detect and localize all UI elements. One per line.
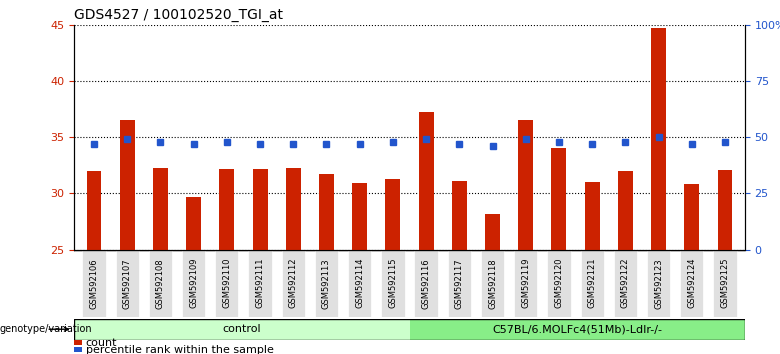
FancyBboxPatch shape — [514, 250, 537, 317]
Text: GSM592108: GSM592108 — [156, 258, 165, 309]
Text: GSM592117: GSM592117 — [455, 258, 464, 309]
Bar — [651, 28, 666, 250]
Bar — [551, 148, 566, 250]
FancyBboxPatch shape — [348, 250, 371, 317]
Bar — [684, 184, 699, 250]
Text: GSM592118: GSM592118 — [488, 258, 497, 309]
FancyBboxPatch shape — [580, 250, 604, 317]
FancyBboxPatch shape — [448, 250, 471, 317]
Text: count: count — [86, 338, 117, 348]
Text: GSM592109: GSM592109 — [189, 258, 198, 308]
Text: GSM592113: GSM592113 — [322, 258, 331, 309]
Text: GSM592114: GSM592114 — [355, 258, 364, 308]
Text: GSM592112: GSM592112 — [289, 258, 298, 308]
Text: GSM592106: GSM592106 — [90, 258, 98, 309]
Text: GSM592122: GSM592122 — [621, 258, 630, 308]
Text: GSM592110: GSM592110 — [222, 258, 232, 308]
Bar — [618, 171, 633, 250]
FancyBboxPatch shape — [381, 250, 405, 317]
Bar — [410, 319, 745, 340]
FancyBboxPatch shape — [215, 250, 239, 317]
Bar — [485, 213, 500, 250]
FancyBboxPatch shape — [315, 250, 338, 317]
Text: GSM592107: GSM592107 — [122, 258, 132, 309]
Bar — [219, 169, 234, 250]
Bar — [285, 167, 301, 250]
FancyBboxPatch shape — [115, 250, 139, 317]
Bar — [120, 120, 135, 250]
Text: GSM592119: GSM592119 — [521, 258, 530, 308]
Text: control: control — [222, 324, 261, 334]
Text: percentile rank within the sample: percentile rank within the sample — [86, 344, 274, 354]
Text: GSM592116: GSM592116 — [422, 258, 431, 309]
FancyBboxPatch shape — [149, 250, 172, 317]
Bar — [452, 181, 466, 250]
FancyBboxPatch shape — [282, 250, 305, 317]
FancyBboxPatch shape — [83, 250, 105, 317]
Bar — [585, 182, 600, 250]
FancyBboxPatch shape — [182, 250, 205, 317]
Text: GSM592121: GSM592121 — [587, 258, 597, 308]
Text: GSM592120: GSM592120 — [555, 258, 563, 308]
Text: C57BL/6.MOLFc4(51Mb)-LdIr-/-: C57BL/6.MOLFc4(51Mb)-LdIr-/- — [492, 324, 662, 334]
FancyBboxPatch shape — [680, 250, 704, 317]
Text: GSM592124: GSM592124 — [687, 258, 697, 308]
FancyBboxPatch shape — [481, 250, 504, 317]
Bar — [87, 171, 101, 250]
FancyBboxPatch shape — [414, 250, 438, 317]
Bar — [385, 179, 400, 250]
Bar — [74, 347, 83, 352]
Text: GDS4527 / 100102520_TGI_at: GDS4527 / 100102520_TGI_at — [74, 8, 283, 22]
Bar — [353, 183, 367, 250]
FancyBboxPatch shape — [647, 250, 670, 317]
FancyBboxPatch shape — [548, 250, 570, 317]
Text: GSM592123: GSM592123 — [654, 258, 663, 309]
FancyBboxPatch shape — [249, 250, 271, 317]
Bar — [186, 197, 201, 250]
Text: GSM592125: GSM592125 — [721, 258, 729, 308]
Bar — [253, 169, 268, 250]
Bar — [74, 340, 83, 346]
FancyBboxPatch shape — [614, 250, 637, 317]
Bar — [74, 319, 410, 340]
Bar — [319, 174, 334, 250]
FancyBboxPatch shape — [714, 250, 736, 317]
Text: GSM592115: GSM592115 — [388, 258, 397, 308]
Text: GSM592111: GSM592111 — [256, 258, 264, 308]
Bar — [419, 113, 434, 250]
Text: genotype/variation: genotype/variation — [0, 324, 93, 334]
Bar — [518, 120, 534, 250]
Bar — [153, 167, 168, 250]
Bar — [718, 170, 732, 250]
